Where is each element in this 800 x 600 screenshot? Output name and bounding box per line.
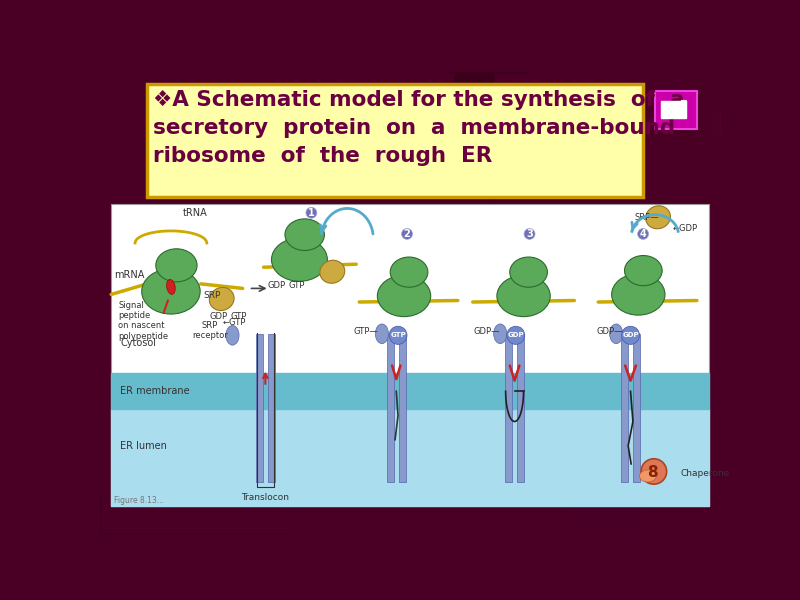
Text: SRP: SRP xyxy=(204,292,221,301)
Circle shape xyxy=(641,459,666,484)
Ellipse shape xyxy=(375,324,389,344)
Text: SRP—: SRP— xyxy=(634,213,658,222)
Text: ←GDP: ←GDP xyxy=(673,224,698,233)
FancyBboxPatch shape xyxy=(662,101,686,118)
Text: Figure 8.13...: Figure 8.13... xyxy=(114,496,164,505)
FancyBboxPatch shape xyxy=(111,203,709,506)
Text: GTP: GTP xyxy=(230,311,247,320)
Ellipse shape xyxy=(166,280,175,295)
Circle shape xyxy=(402,229,413,239)
Ellipse shape xyxy=(625,256,662,286)
Text: ER membrane: ER membrane xyxy=(120,386,190,396)
Ellipse shape xyxy=(378,275,430,317)
Bar xyxy=(505,334,512,482)
Bar xyxy=(621,334,628,482)
Text: 1: 1 xyxy=(308,208,314,218)
Text: 3: 3 xyxy=(526,229,533,239)
Ellipse shape xyxy=(226,325,239,345)
Text: Cytosol: Cytosol xyxy=(120,338,156,348)
Ellipse shape xyxy=(497,275,550,317)
Bar xyxy=(517,334,524,482)
Circle shape xyxy=(524,229,535,239)
Text: Chaperone: Chaperone xyxy=(681,469,730,478)
Text: 2: 2 xyxy=(404,229,410,239)
Text: mRNA: mRNA xyxy=(114,270,145,280)
Ellipse shape xyxy=(389,326,407,344)
Bar xyxy=(398,334,406,482)
Bar xyxy=(268,334,275,482)
Ellipse shape xyxy=(320,260,345,283)
Bar xyxy=(386,334,394,482)
Ellipse shape xyxy=(612,274,665,315)
Bar xyxy=(633,334,640,482)
Text: tRNA: tRNA xyxy=(183,208,208,218)
Text: Signal
peptide
on nascent
polypeptide: Signal peptide on nascent polypeptide xyxy=(118,301,169,341)
Ellipse shape xyxy=(210,287,234,311)
Text: 4: 4 xyxy=(640,229,646,239)
Ellipse shape xyxy=(510,257,547,287)
Text: GDP—: GDP— xyxy=(597,327,623,336)
Text: 8: 8 xyxy=(647,465,658,480)
Bar xyxy=(256,334,263,482)
Circle shape xyxy=(306,208,317,218)
Ellipse shape xyxy=(610,324,622,344)
Ellipse shape xyxy=(639,470,656,482)
Text: SRP
receptor: SRP receptor xyxy=(192,321,228,340)
Ellipse shape xyxy=(622,326,639,344)
Text: GDP: GDP xyxy=(268,281,286,290)
Text: Translocon: Translocon xyxy=(242,493,290,502)
Text: ←GTP: ←GTP xyxy=(223,318,246,327)
Ellipse shape xyxy=(494,324,507,344)
Text: GDP—: GDP— xyxy=(474,327,501,336)
Text: GDP: GDP xyxy=(507,332,524,338)
Text: GDP: GDP xyxy=(622,332,639,338)
Ellipse shape xyxy=(646,206,670,229)
Text: GTP—: GTP— xyxy=(354,327,378,336)
Ellipse shape xyxy=(285,219,325,250)
Ellipse shape xyxy=(507,326,525,344)
FancyBboxPatch shape xyxy=(655,91,697,129)
Ellipse shape xyxy=(142,269,200,314)
Ellipse shape xyxy=(390,257,428,287)
Text: GDP: GDP xyxy=(209,311,227,320)
Ellipse shape xyxy=(271,238,327,281)
Circle shape xyxy=(638,229,649,239)
Text: GTP: GTP xyxy=(289,281,305,290)
Text: ER lumen: ER lumen xyxy=(120,441,167,451)
FancyBboxPatch shape xyxy=(146,83,642,197)
Text: GTP: GTP xyxy=(390,332,406,338)
Ellipse shape xyxy=(156,249,197,282)
Text: ❖A Schematic model for the synthesis  of  a
secretory  protein  on  a  membrane-: ❖A Schematic model for the synthesis of … xyxy=(153,90,684,166)
